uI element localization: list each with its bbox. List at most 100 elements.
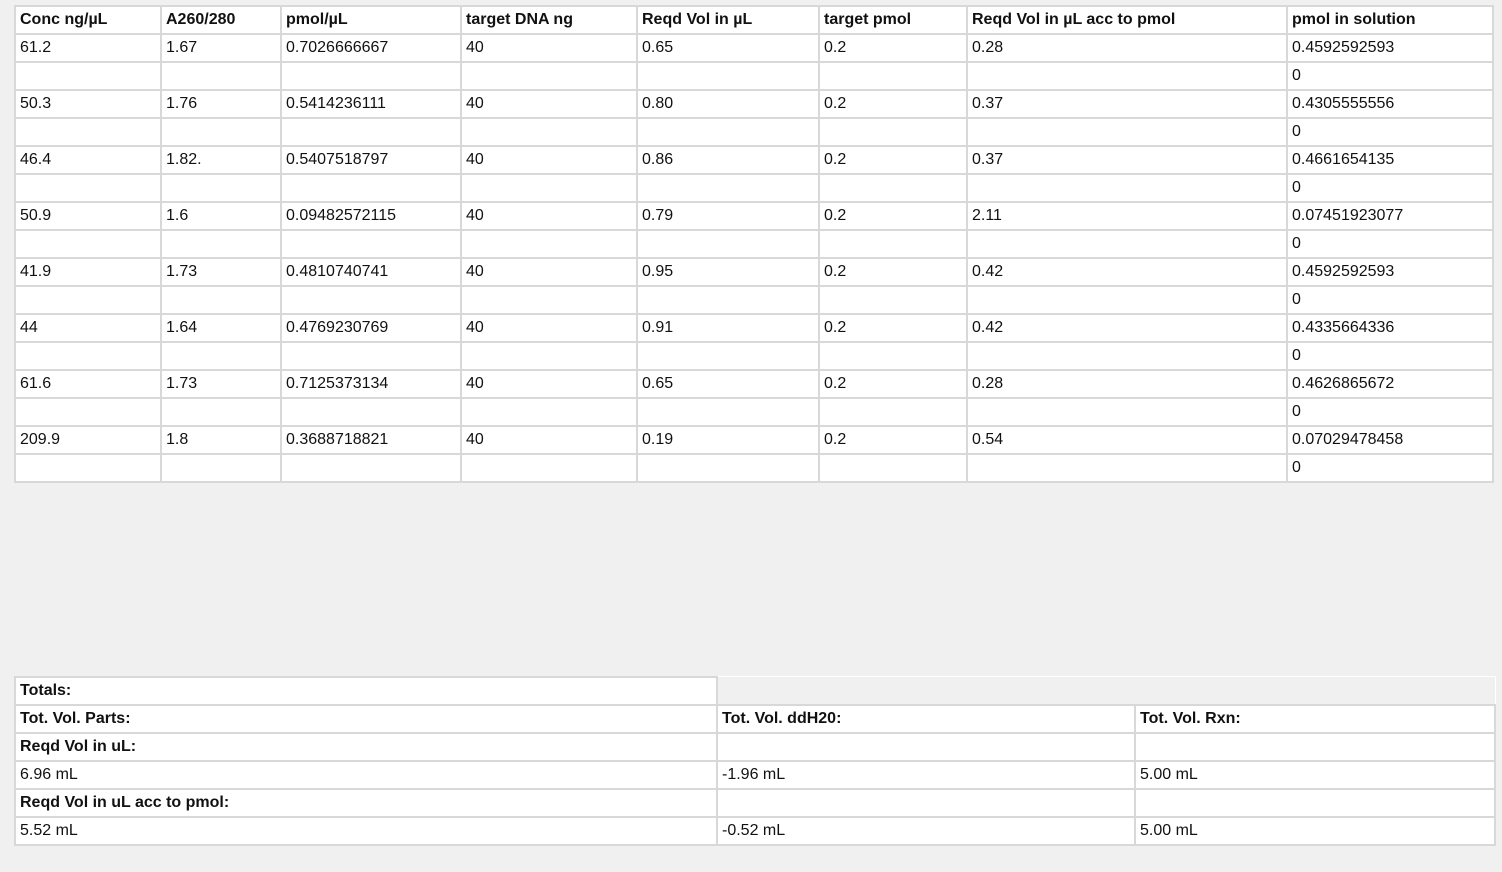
cell-pmol-per-ul[interactable] bbox=[280, 341, 462, 371]
cell-a260-280[interactable] bbox=[160, 61, 282, 91]
cell-pmol-per-ul[interactable]: 0.7125373134 bbox=[280, 369, 462, 399]
reqd-vol-spacer-1[interactable] bbox=[716, 732, 1136, 762]
cell-pmol-per-ul[interactable]: 0.5407518797 bbox=[280, 145, 462, 175]
cell-target-pmol[interactable]: 0.2 bbox=[818, 33, 968, 63]
cell-pmol-in-solution[interactable]: 0.4626865672 bbox=[1286, 369, 1494, 399]
cell-conc[interactable]: 61.6 bbox=[14, 369, 162, 399]
cell-a260-280[interactable]: 1.82. bbox=[160, 145, 282, 175]
reqd-vol-rxn-cell[interactable]: 5.00 mL bbox=[1134, 760, 1496, 790]
cell-target-dna-ng[interactable]: 40 bbox=[460, 145, 638, 175]
cell-pmol-in-solution[interactable]: 0 bbox=[1286, 453, 1494, 483]
cell-pmol-per-ul[interactable]: 0.7026666667 bbox=[280, 33, 462, 63]
cell-pmol-per-ul[interactable]: 0.4769230769 bbox=[280, 313, 462, 343]
reqd-vol-pmol-rxn-cell[interactable]: 5.00 mL bbox=[1134, 816, 1496, 846]
cell-target-pmol[interactable]: 0.2 bbox=[818, 201, 968, 231]
cell-reqd-vol[interactable]: 0.79 bbox=[636, 201, 820, 231]
cell-reqd-vol-pmol[interactable] bbox=[966, 61, 1288, 91]
cell-target-dna-ng[interactable] bbox=[460, 61, 638, 91]
cell-a260-280[interactable]: 1.8 bbox=[160, 425, 282, 455]
cell-target-pmol[interactable] bbox=[818, 285, 968, 315]
cell-reqd-vol[interactable] bbox=[636, 285, 820, 315]
cell-target-pmol[interactable] bbox=[818, 61, 968, 91]
cell-a260-280[interactable] bbox=[160, 229, 282, 259]
reqd-vol-spacer-2[interactable] bbox=[1134, 732, 1496, 762]
cell-a260-280[interactable] bbox=[160, 117, 282, 147]
cell-reqd-vol-pmol[interactable] bbox=[966, 285, 1288, 315]
cell-conc[interactable] bbox=[14, 453, 162, 483]
cell-conc[interactable] bbox=[14, 397, 162, 427]
reqd-vol-pmol-parts-cell[interactable]: 5.52 mL bbox=[14, 816, 718, 846]
cell-target-dna-ng[interactable]: 40 bbox=[460, 33, 638, 63]
cell-pmol-in-solution[interactable]: 0.07451923077 bbox=[1286, 201, 1494, 231]
reqd-vol-pmol-spacer-1[interactable] bbox=[716, 788, 1136, 818]
cell-pmol-in-solution[interactable]: 0 bbox=[1286, 61, 1494, 91]
cell-a260-280[interactable]: 1.64 bbox=[160, 313, 282, 343]
cell-conc[interactable]: 209.9 bbox=[14, 425, 162, 455]
cell-target-pmol[interactable]: 0.2 bbox=[818, 145, 968, 175]
cell-pmol-per-ul[interactable] bbox=[280, 285, 462, 315]
cell-pmol-per-ul[interactable] bbox=[280, 397, 462, 427]
cell-target-dna-ng[interactable] bbox=[460, 341, 638, 371]
cell-reqd-vol[interactable] bbox=[636, 453, 820, 483]
cell-pmol-in-solution[interactable]: 0 bbox=[1286, 117, 1494, 147]
header-a260-280[interactable]: A260/280 bbox=[160, 5, 282, 35]
header-conc[interactable]: Conc ng/µL bbox=[14, 5, 162, 35]
cell-reqd-vol[interactable]: 0.19 bbox=[636, 425, 820, 455]
cell-reqd-vol[interactable]: 0.95 bbox=[636, 257, 820, 287]
cell-reqd-vol-pmol[interactable]: 0.28 bbox=[966, 369, 1288, 399]
cell-reqd-vol-pmol[interactable]: 0.54 bbox=[966, 425, 1288, 455]
cell-reqd-vol[interactable] bbox=[636, 61, 820, 91]
cell-conc[interactable]: 61.2 bbox=[14, 33, 162, 63]
cell-reqd-vol-pmol[interactable] bbox=[966, 173, 1288, 203]
cell-pmol-per-ul[interactable]: 0.4810740741 bbox=[280, 257, 462, 287]
reqd-vol-pmol-water-cell[interactable]: -0.52 mL bbox=[716, 816, 1136, 846]
header-reqd-vol-pmol[interactable]: Reqd Vol in µL acc to pmol bbox=[966, 5, 1288, 35]
cell-reqd-vol-pmol[interactable]: 0.28 bbox=[966, 33, 1288, 63]
cell-pmol-in-solution[interactable]: 0.4661654135 bbox=[1286, 145, 1494, 175]
header-target-pmol[interactable]: target pmol bbox=[818, 5, 968, 35]
cell-reqd-vol-pmol[interactable]: 0.37 bbox=[966, 89, 1288, 119]
cell-target-dna-ng[interactable]: 40 bbox=[460, 257, 638, 287]
cell-conc[interactable]: 46.4 bbox=[14, 145, 162, 175]
cell-pmol-in-solution[interactable]: 0.4592592593 bbox=[1286, 257, 1494, 287]
cell-pmol-per-ul[interactable] bbox=[280, 173, 462, 203]
cell-a260-280[interactable]: 1.73 bbox=[160, 257, 282, 287]
cell-reqd-vol[interactable]: 0.65 bbox=[636, 369, 820, 399]
cell-reqd-vol[interactable] bbox=[636, 397, 820, 427]
cell-reqd-vol[interactable] bbox=[636, 117, 820, 147]
cell-pmol-in-solution[interactable]: 0.4335664336 bbox=[1286, 313, 1494, 343]
cell-target-dna-ng[interactable] bbox=[460, 117, 638, 147]
cell-reqd-vol-pmol[interactable]: 0.42 bbox=[966, 313, 1288, 343]
cell-reqd-vol[interactable] bbox=[636, 229, 820, 259]
cell-reqd-vol-pmol[interactable] bbox=[966, 229, 1288, 259]
cell-target-pmol[interactable]: 0.2 bbox=[818, 257, 968, 287]
header-target-dna-ng[interactable]: target DNA ng bbox=[460, 5, 638, 35]
cell-a260-280[interactable]: 1.73 bbox=[160, 369, 282, 399]
cell-conc[interactable] bbox=[14, 229, 162, 259]
reqd-vol-pmol-label[interactable]: Reqd Vol in uL acc to pmol: bbox=[14, 788, 718, 818]
cell-reqd-vol-pmol[interactable]: 0.37 bbox=[966, 145, 1288, 175]
cell-pmol-in-solution[interactable]: 0 bbox=[1286, 397, 1494, 427]
cell-reqd-vol[interactable] bbox=[636, 341, 820, 371]
cell-a260-280[interactable] bbox=[160, 397, 282, 427]
cell-target-dna-ng[interactable]: 40 bbox=[460, 89, 638, 119]
cell-pmol-per-ul[interactable] bbox=[280, 229, 462, 259]
cell-a260-280[interactable]: 1.67 bbox=[160, 33, 282, 63]
reqd-vol-label[interactable]: Reqd Vol in uL: bbox=[14, 732, 718, 762]
cell-conc[interactable] bbox=[14, 285, 162, 315]
cell-target-pmol[interactable] bbox=[818, 453, 968, 483]
cell-conc[interactable]: 50.9 bbox=[14, 201, 162, 231]
cell-conc[interactable]: 44 bbox=[14, 313, 162, 343]
cell-pmol-in-solution[interactable]: 0.4592592593 bbox=[1286, 33, 1494, 63]
totals-title[interactable]: Totals: bbox=[14, 676, 718, 706]
cell-pmol-in-solution[interactable]: 0 bbox=[1286, 173, 1494, 203]
cell-reqd-vol-pmol[interactable]: 0.42 bbox=[966, 257, 1288, 287]
cell-a260-280[interactable]: 1.76 bbox=[160, 89, 282, 119]
cell-pmol-in-solution[interactable]: 0 bbox=[1286, 341, 1494, 371]
cell-pmol-per-ul[interactable]: 0.3688718821 bbox=[280, 425, 462, 455]
cell-pmol-in-solution[interactable]: 0 bbox=[1286, 229, 1494, 259]
cell-conc[interactable] bbox=[14, 173, 162, 203]
cell-reqd-vol[interactable]: 0.80 bbox=[636, 89, 820, 119]
cell-conc[interactable]: 50.3 bbox=[14, 89, 162, 119]
cell-target-dna-ng[interactable]: 40 bbox=[460, 369, 638, 399]
